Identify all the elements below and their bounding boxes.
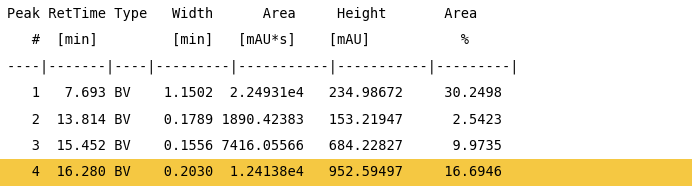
Text: Peak RetTime Type   Width      Area     Height       Area: Peak RetTime Type Width Area Height Area (7, 7, 477, 21)
Text: ----|-------|----|---------|-----------|-----------|---------|: ----|-------|----|---------|-----------|… (7, 59, 527, 74)
Text: 4  16.280 BV    0.2030  1.24138e4   952.59497     16.6946: 4 16.280 BV 0.2030 1.24138e4 952.59497 1… (7, 165, 502, 180)
FancyBboxPatch shape (0, 159, 692, 186)
Text: 2  13.814 BV    0.1789 1890.42383   153.21947      2.5423: 2 13.814 BV 0.1789 1890.42383 153.21947 … (7, 113, 502, 127)
Text: #  [min]         [min]   [mAU*s]    [mAU]           %: # [min] [min] [mAU*s] [mAU] % (7, 33, 469, 47)
Text: 1   7.693 BV    1.1502  2.24931e4   234.98672     30.2498: 1 7.693 BV 1.1502 2.24931e4 234.98672 30… (7, 86, 502, 100)
Text: 3  15.452 BV    0.1556 7416.05566   684.22827      9.9735: 3 15.452 BV 0.1556 7416.05566 684.22827 … (7, 139, 502, 153)
